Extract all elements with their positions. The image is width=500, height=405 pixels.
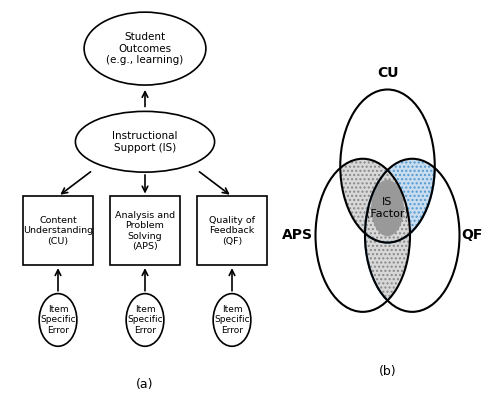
- Circle shape: [340, 90, 435, 243]
- Circle shape: [365, 159, 460, 312]
- Circle shape: [340, 90, 435, 243]
- Text: Item
Specific
Error: Item Specific Error: [214, 305, 250, 335]
- Text: Item
Specific
Error: Item Specific Error: [40, 305, 76, 335]
- Text: Analysis and
Problem
Solving
(APS): Analysis and Problem Solving (APS): [115, 211, 175, 251]
- Text: APS: APS: [282, 228, 313, 242]
- Text: Item
Specific
Error: Item Specific Error: [127, 305, 163, 335]
- Text: Instructional
Support (IS): Instructional Support (IS): [112, 131, 178, 153]
- Text: (a): (a): [136, 378, 154, 391]
- Ellipse shape: [371, 180, 404, 236]
- Text: (b): (b): [378, 365, 396, 379]
- Text: IS
(Factor): IS (Factor): [366, 197, 409, 219]
- Circle shape: [340, 90, 435, 243]
- Circle shape: [316, 159, 410, 312]
- Circle shape: [316, 159, 410, 312]
- Text: Quality of
Feedback
(QF): Quality of Feedback (QF): [209, 216, 255, 246]
- Text: QF: QF: [462, 228, 483, 242]
- Text: Content
Understanding
(CU): Content Understanding (CU): [23, 216, 93, 246]
- Text: Student
Outcomes
(e.g., learning): Student Outcomes (e.g., learning): [106, 32, 184, 65]
- Text: CU: CU: [377, 66, 398, 80]
